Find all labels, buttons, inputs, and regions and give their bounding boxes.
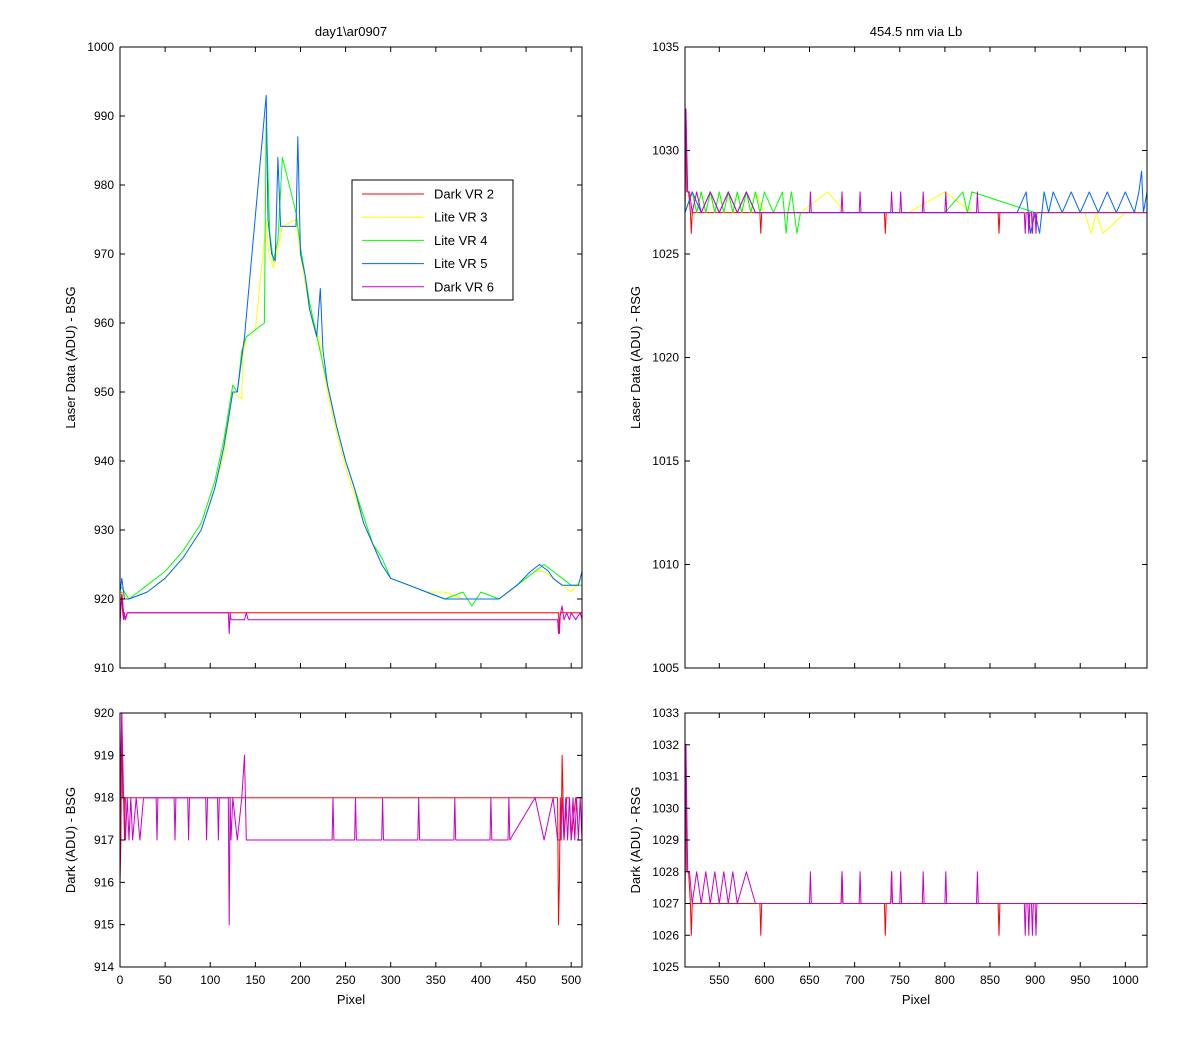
legend-label: Lite VR 4 [434, 233, 487, 248]
y-tick-label: 1033 [652, 706, 679, 720]
y-tick-label: 1015 [652, 454, 679, 468]
y-tick-label: 914 [94, 960, 114, 974]
x-tick-label: 100 [200, 973, 220, 987]
y-tick-label: 916 [94, 875, 114, 889]
laser-bsg-panel: 910 920 930 940 950 960 970 980 990 1000 day1\ar09… [63, 24, 583, 675]
y-axis-label: Laser Data (ADU) - RSG [628, 286, 643, 429]
y-axis-label: Laser Data (ADU) - BSG [63, 286, 78, 428]
legend-label: Lite VR 5 [434, 256, 487, 271]
y-tick-label: 970 [94, 247, 114, 261]
x-tick-label: 50 [158, 973, 172, 987]
dark-bsg-panel: 914 915 916 917 918 919 920 0 50 100 150 200 250 300 3… [63, 706, 583, 1007]
x-tick-label: 700 [845, 973, 865, 987]
y-tick-label: 915 [94, 918, 114, 932]
y-tick-label: 1030 [652, 801, 679, 815]
y-tick-label: 1025 [652, 960, 679, 974]
x-tick-label: 1000 [1112, 973, 1139, 987]
x-tick-label: 600 [754, 973, 774, 987]
x-tick-label: 200 [290, 973, 310, 987]
series-group [685, 108, 1147, 234]
y-tick-label: 940 [94, 454, 114, 468]
dark-rsg-panel: 1025 1026 1027 1028 1029 1030 1031 1032 1033 550 6… [628, 706, 1148, 1007]
y-tick-label: 1005 [652, 661, 679, 675]
y-tick-label: 960 [94, 316, 114, 330]
laser-rsg-panel: 1005 1010 1015 1020 1025 1030 1035 454.5 nm via… [628, 24, 1148, 675]
y-tick-label: 1010 [652, 558, 679, 572]
series-line-dark-vr-6 [120, 598, 582, 634]
x-tick-label: 500 [561, 973, 581, 987]
series-line-lite-vr-5 [120, 94, 582, 600]
y-tick-label: 980 [94, 178, 114, 192]
y-tick-label: 918 [94, 791, 114, 805]
y-tick-label: 910 [94, 661, 114, 675]
x-tick-label: 250 [336, 973, 356, 987]
x-tick-label: 300 [381, 973, 401, 987]
y-tick-label: 950 [94, 385, 114, 399]
x-tick-label: 400 [471, 973, 491, 987]
series-group [120, 94, 582, 634]
x-tick-label: 350 [426, 973, 446, 987]
chart-title: 454.5 nm via Lb [870, 24, 963, 39]
y-tick-label: 1026 [652, 928, 679, 942]
legend-label: Dark VR 2 [434, 187, 494, 202]
y-tick-label: 1032 [652, 738, 679, 752]
legend-label: Dark VR 6 [434, 279, 494, 294]
x-tick-label: 650 [800, 973, 820, 987]
y-tick-label: 990 [94, 109, 114, 123]
series-line-dark-vr-6 [685, 108, 1147, 234]
legend: Dark VR 2 Lite VR 3 Lite VR 4 Lite VR 5 Dark… [351, 179, 514, 301]
y-axis-label: Dark (ADU) - RSG [628, 787, 643, 894]
axes-frame [119, 46, 583, 669]
x-tick-label: 800 [935, 973, 955, 987]
y-tick-label: 1028 [652, 865, 679, 879]
y-tick-label: 930 [94, 523, 114, 537]
y-tick-label: 920 [94, 592, 114, 606]
y-tick-label: 1025 [652, 247, 679, 261]
x-tick-label: 150 [245, 973, 265, 987]
y-tick-label: 1027 [652, 897, 679, 911]
y-tick-label: 1000 [87, 40, 114, 54]
y-tick-label: 919 [94, 748, 114, 762]
y-tick-label: 1035 [652, 40, 679, 54]
x-tick-label: 950 [1070, 973, 1090, 987]
y-tick-label: 1030 [652, 144, 679, 158]
x-tick-label: 550 [709, 973, 729, 987]
series-group [685, 744, 1147, 936]
chart-title: day1\ar0907 [315, 24, 387, 39]
x-tick-label: 750 [890, 973, 910, 987]
x-axis-label: Pixel [902, 992, 930, 1007]
y-tick-label: 920 [94, 706, 114, 720]
series-line-dark-vr-6 [120, 713, 582, 926]
y-tick-label: 1031 [652, 770, 679, 784]
series-line-lite-vr-4 [120, 115, 582, 607]
y-tick-label: 1020 [652, 351, 679, 365]
y-tick-label: 917 [94, 833, 114, 847]
x-tick-label: 450 [516, 973, 536, 987]
x-tick-label: 850 [980, 973, 1000, 987]
legend-label: Lite VR 3 [434, 210, 487, 225]
y-tick-label: 1029 [652, 833, 679, 847]
x-tick-label: 900 [1025, 973, 1045, 987]
x-tick-label: 0 [117, 973, 124, 987]
y-axis-label: Dark (ADU) - BSG [63, 787, 78, 893]
series-line-dark-vr-6 [685, 744, 1147, 936]
x-axis-label: Pixel [337, 992, 365, 1007]
